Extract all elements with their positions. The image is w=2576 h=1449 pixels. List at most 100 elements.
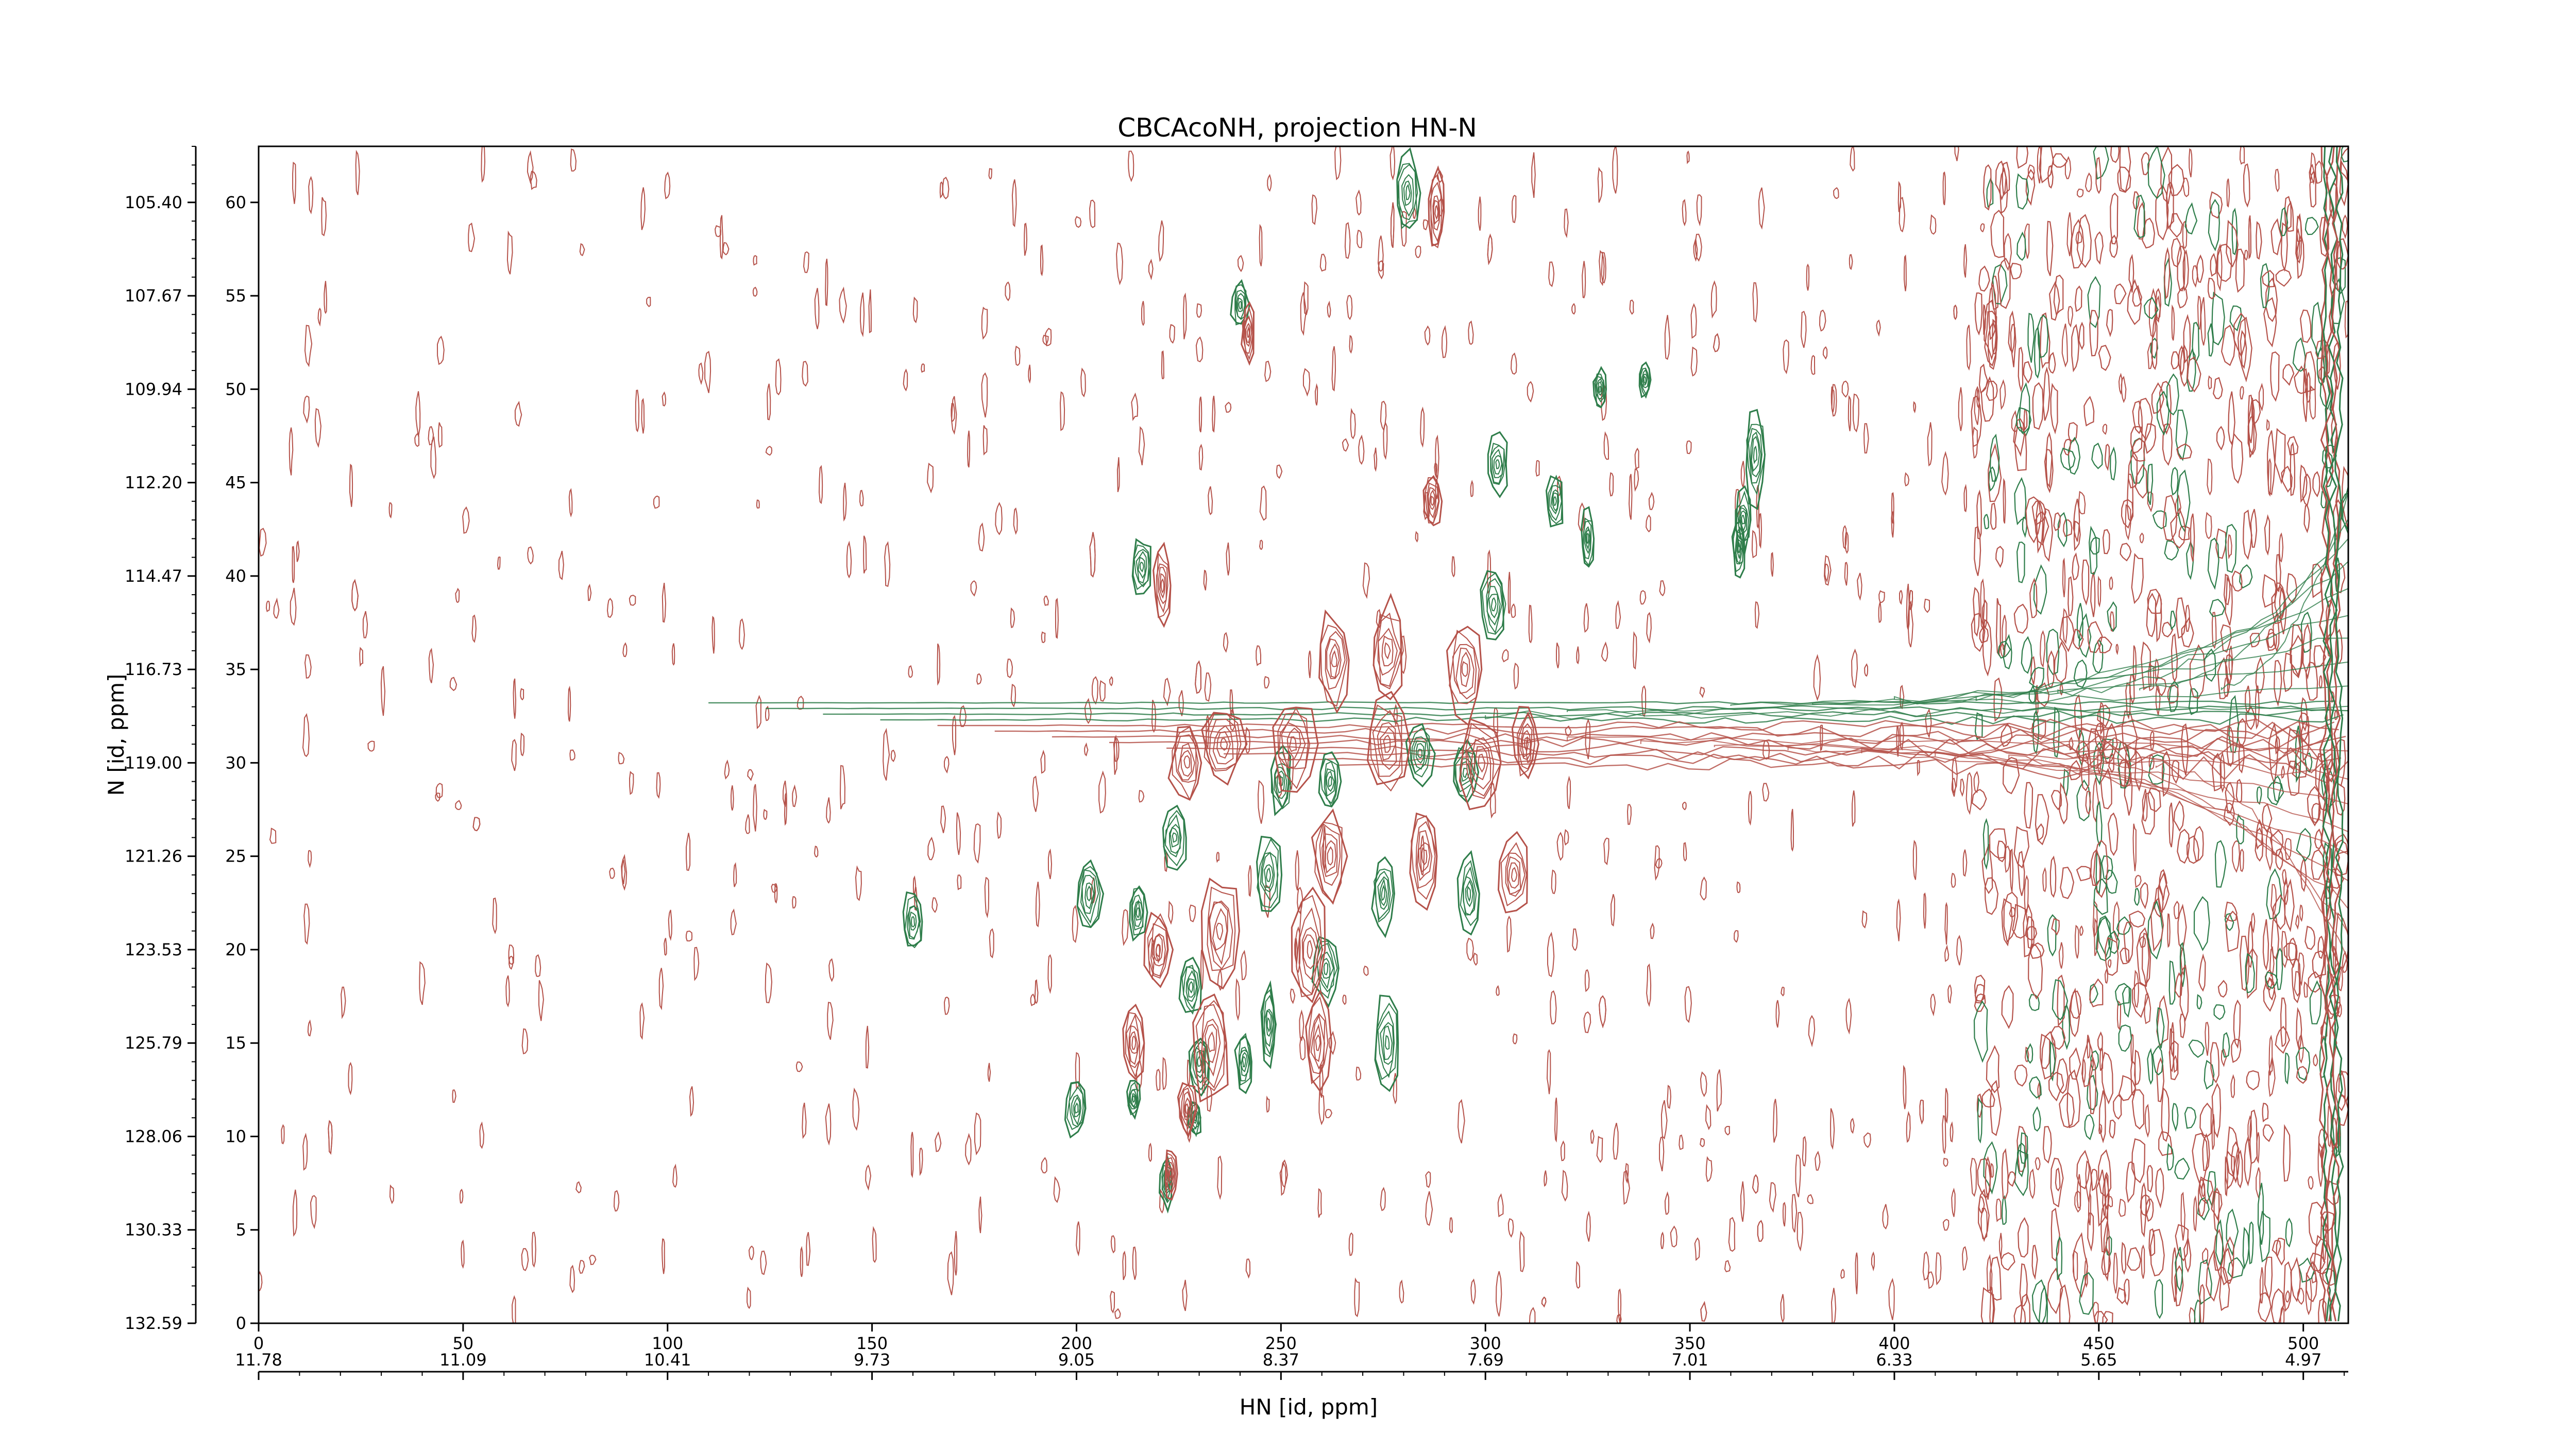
- noise-contour: [803, 251, 809, 273]
- edge-noise-contour: [2088, 728, 2104, 769]
- noise-contour: [1245, 1258, 1251, 1279]
- edge-noise-contour: [2013, 418, 2025, 457]
- edge-contour: [2318, 146, 2329, 1322]
- edge-noise-contour: [2194, 1299, 2201, 1323]
- noise-contour: [640, 187, 646, 230]
- negative-peak-contour: [1497, 831, 1528, 914]
- negative-peak-contour: [1430, 495, 1435, 506]
- noise-contour: [1989, 1287, 1994, 1323]
- noise-contour: [569, 1265, 575, 1293]
- negative-peak-contour: [1511, 867, 1518, 882]
- noise-contour: [1148, 1142, 1153, 1162]
- noise-contour: [2268, 1057, 2276, 1097]
- edge-noise-contour: [2199, 1284, 2205, 1323]
- noise-contour: [719, 215, 724, 260]
- noise-contour: [1010, 683, 1016, 707]
- noise-contour: [1507, 1218, 1514, 1238]
- edge-noise-contour: [2308, 1202, 2323, 1247]
- noise-contour: [1762, 783, 1770, 802]
- positive-peak-contour: [1381, 884, 1385, 901]
- noise-contour: [1436, 170, 1443, 183]
- positive-peak-contour: [1382, 1025, 1393, 1060]
- positive-peak-contour: [1642, 373, 1648, 386]
- edge-noise-contour: [2158, 1131, 2173, 1156]
- noise-contour: [303, 903, 310, 945]
- edge-noise-contour: [2193, 896, 2210, 951]
- noise-contour: [1043, 595, 1049, 606]
- edge-noise-contour: [2170, 610, 2177, 630]
- edge-noise-contour: [2188, 1039, 2205, 1058]
- positive-peak-contour: [1492, 448, 1503, 479]
- noise-contour: [2023, 409, 2028, 431]
- noise-contour: [943, 997, 950, 1015]
- noise-contour: [1390, 202, 1395, 248]
- noise-contour: [1639, 590, 1647, 605]
- edge-noise-contour: [2015, 407, 2032, 433]
- noise-contour: [2097, 575, 2102, 608]
- negative-peak-contour: [1302, 934, 1317, 969]
- noise-contour: [1990, 1162, 1994, 1178]
- edge-noise-contour: [2339, 160, 2348, 207]
- noise-contour: [449, 677, 457, 692]
- noise-contour: [2099, 702, 2105, 736]
- y-index-tick-label: 25: [225, 847, 246, 866]
- edge-noise-contour: [2248, 1221, 2254, 1265]
- edge-noise-contour: [2302, 368, 2308, 422]
- noise-contour: [1141, 301, 1145, 326]
- noise-contour: [825, 1103, 832, 1146]
- noise-contour: [1024, 223, 1028, 256]
- negative-peak-contour: [1128, 1025, 1140, 1065]
- noise-contour: [1850, 146, 1855, 172]
- x-ppm-tick-label: 6.33: [1876, 1350, 1912, 1370]
- noise-contour: [1357, 229, 1363, 248]
- noise-contour: [1032, 776, 1039, 812]
- noise-contour: [1848, 395, 1851, 431]
- positive-peak-contour: [1190, 1038, 1209, 1091]
- positive-peak-contour: [1737, 504, 1750, 543]
- negative-peak-contour: [1277, 712, 1309, 789]
- noise-contour: [2155, 658, 2159, 681]
- negative-peak-contour: [1166, 1157, 1175, 1193]
- noise-contour: [2180, 1191, 2185, 1241]
- noise-contour: [328, 1120, 333, 1155]
- noise-contour: [2035, 1157, 2041, 1171]
- negative-peak-contour: [1455, 647, 1475, 694]
- edge-noise-contour: [2227, 1257, 2244, 1279]
- negative-peak-contour: [1281, 722, 1306, 768]
- noise-contour: [2308, 1176, 2314, 1190]
- positive-peak-contour: [1741, 515, 1745, 525]
- edge-noise-contour: [2206, 1248, 2221, 1302]
- negative-peak-contour: [1384, 642, 1391, 660]
- y-index-tick-label: 60: [225, 193, 246, 212]
- edge-noise-contour: [2146, 1165, 2153, 1193]
- edge-noise-contour: [2169, 1028, 2175, 1072]
- noise-contour: [535, 954, 541, 977]
- noise-contour: [497, 556, 501, 570]
- noise-contour: [1034, 979, 1039, 1004]
- water-ridge-contour: [1166, 734, 2342, 762]
- noise-contour: [520, 688, 524, 701]
- noise-contour: [1198, 396, 1202, 433]
- noise-contour: [1781, 986, 1785, 997]
- noise-contour: [1075, 1052, 1080, 1090]
- noise-contour: [755, 695, 761, 730]
- noise-contour: [362, 611, 368, 638]
- noise-contour: [2211, 1114, 2215, 1150]
- edge-noise-contour: [2087, 276, 2101, 328]
- edge-noise-contour: [2130, 1061, 2136, 1097]
- edge-noise-contour: [2171, 760, 2179, 784]
- edge-noise-contour: [2272, 1239, 2281, 1257]
- negative-peak-contour: [1147, 913, 1169, 979]
- y-index-tick-label: 35: [225, 660, 246, 679]
- negative-peak-contour: [1508, 862, 1520, 889]
- edge-noise-contour: [2110, 146, 2120, 163]
- noise-contour: [1690, 303, 1697, 339]
- noise-contour: [1110, 1235, 1116, 1254]
- noise-contour: [1420, 835, 1425, 876]
- edge-noise-contour: [2326, 599, 2335, 643]
- positive-peak-contour: [1074, 1102, 1079, 1114]
- noise-contour: [947, 1251, 954, 1295]
- noise-contour: [1655, 857, 1663, 869]
- noise-contour: [1576, 646, 1580, 665]
- negative-peak-contour: [1164, 1149, 1178, 1201]
